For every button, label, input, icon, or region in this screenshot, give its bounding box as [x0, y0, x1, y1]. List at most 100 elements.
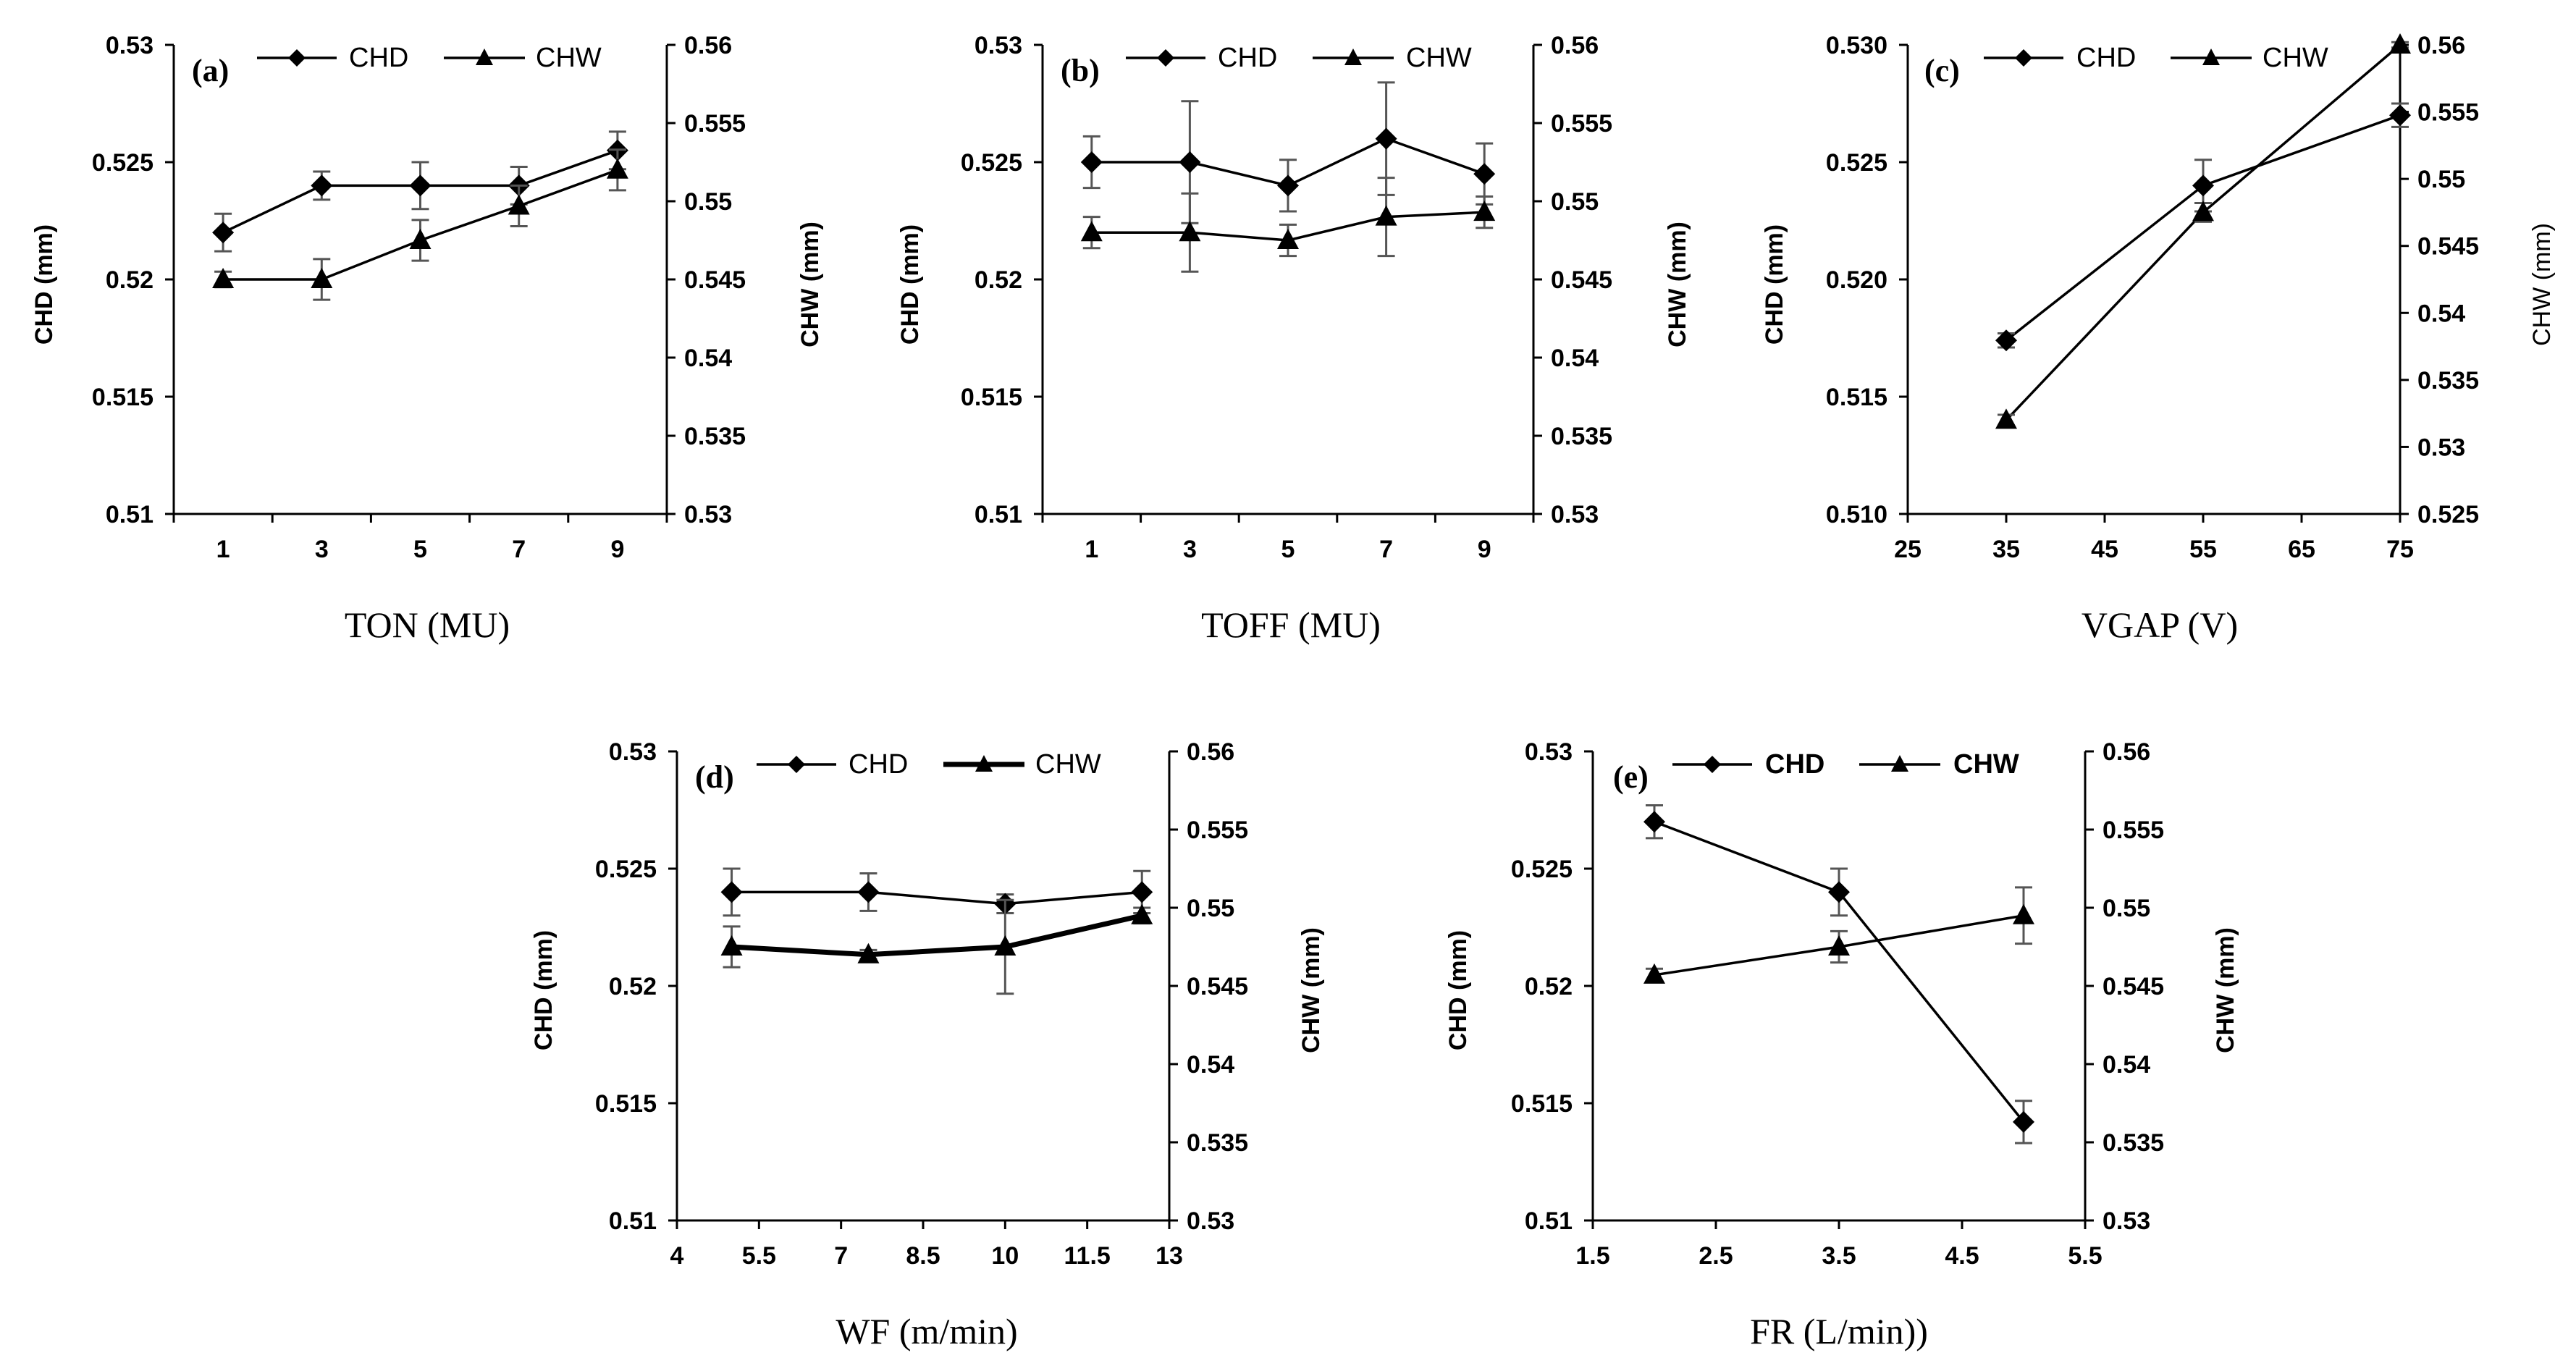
- data-point-chw: [1179, 221, 1201, 242]
- data-point-chw: [2389, 33, 2411, 54]
- data-point-chd: [1080, 151, 1103, 173]
- y-left-tick-label: 0.515: [595, 1090, 657, 1118]
- legend-label-chw: CHW: [1035, 749, 1101, 780]
- data-point-chd: [1131, 881, 1153, 903]
- y-right-tick-label: 0.55: [1551, 188, 1599, 216]
- y-left-tick-label: 0.525: [1826, 149, 1887, 177]
- y-right-tick-label: 0.54: [1551, 345, 1599, 372]
- panel-label: (e): [1613, 759, 1649, 795]
- panel-b: (b) TOFF (MU) CHD (mm) CHW (mm) CHD CHW …: [896, 32, 1691, 645]
- data-point-chd: [2013, 1110, 2034, 1133]
- data-point-chd: [2389, 104, 2411, 127]
- data-point-chd: [1643, 811, 1665, 833]
- legend-marker-chw: [1891, 755, 1908, 772]
- data-point-chw: [606, 158, 628, 179]
- panel-label: (b): [1061, 53, 1100, 88]
- y-left-tick-label: 0.52: [609, 973, 657, 1000]
- y-left-tick-label: 0.525: [1511, 856, 1573, 883]
- y-right-tick-label: 0.53: [1551, 501, 1599, 528]
- y-right-tick-label: 0.53: [2103, 1207, 2150, 1235]
- legend-marker-chd: [288, 49, 306, 67]
- x-tick-label: 1: [1085, 536, 1098, 563]
- x-tick-label: 3.5: [1822, 1242, 1856, 1270]
- y-right-tick-label: 0.545: [1551, 266, 1612, 294]
- y-axis-title-right: CHW (mm): [1297, 927, 1325, 1053]
- panel-label: (d): [695, 759, 734, 795]
- y-right-tick-label: 0.53: [2417, 434, 2465, 461]
- series-line-chw: [731, 913, 1143, 958]
- legend-marker-chw: [975, 755, 993, 772]
- y-right-tick-label: 0.555: [684, 110, 746, 138]
- y-left-tick-label: 0.51: [1525, 1207, 1573, 1235]
- y-axis-title-right: CHW (mm): [796, 222, 824, 347]
- y-left-tick-label: 0.53: [1525, 738, 1573, 766]
- series-line-chd: [2005, 114, 2401, 342]
- y-right-tick-label: 0.54: [684, 345, 732, 372]
- data-point-chw: [1375, 205, 1397, 226]
- data-point-chw: [508, 194, 530, 215]
- y-left-tick-label: 0.51: [106, 501, 153, 528]
- y-axis-title-right: CHW (mm): [2528, 223, 2556, 346]
- y-right-tick-label: 0.555: [1551, 110, 1612, 138]
- y-right-tick-label: 0.545: [2417, 233, 2479, 261]
- y-left-tick-label: 0.515: [1826, 384, 1887, 411]
- y-left-tick-label: 0.53: [106, 32, 153, 59]
- data-point-chw: [1473, 201, 1496, 222]
- y-right-tick-label: 0.525: [2417, 501, 2479, 528]
- data-point-chw: [994, 935, 1016, 956]
- y-left-tick-label: 0.510: [1826, 501, 1887, 528]
- data-point-chw: [1643, 963, 1665, 984]
- y-left-tick-label: 0.530: [1826, 32, 1887, 59]
- y-right-tick-label: 0.545: [2103, 973, 2164, 1000]
- legend-marker-chw: [1344, 48, 1362, 65]
- x-tick-label: 75: [2386, 536, 2414, 563]
- x-tick-label: 4: [670, 1242, 684, 1270]
- legend-marker-chw: [2202, 48, 2220, 65]
- y-left-tick-label: 0.52: [106, 266, 153, 294]
- y-axis-title-left: CHD (mm): [30, 224, 58, 345]
- y-right-tick-label: 0.555: [1187, 817, 1248, 844]
- y-right-tick-label: 0.55: [1187, 895, 1234, 922]
- y-left-tick-label: 0.515: [1511, 1090, 1573, 1118]
- y-left-tick-label: 0.53: [975, 32, 1022, 59]
- series-line-chw: [2005, 43, 2402, 421]
- x-tick-label: 7: [1379, 536, 1393, 563]
- y-right-tick-label: 0.535: [684, 423, 746, 450]
- data-point-chw: [311, 268, 333, 288]
- data-point-chw: [1277, 229, 1299, 249]
- y-right-tick-label: 0.56: [1551, 32, 1599, 59]
- x-axis-title: VGAP (V): [2082, 604, 2238, 645]
- x-tick-label: 5: [413, 536, 427, 563]
- data-point-chd: [720, 881, 743, 903]
- x-tick-label: 4.5: [1945, 1242, 1979, 1270]
- panel-a: (a) TON (MU) CHD (mm) CHW (mm) CHD CHW 0…: [30, 32, 824, 645]
- y-right-tick-label: 0.535: [2103, 1129, 2164, 1157]
- data-point-chw: [1828, 935, 1850, 956]
- x-tick-label: 7: [512, 536, 526, 563]
- data-point-chw: [2013, 903, 2034, 924]
- x-tick-label: 11.5: [1064, 1242, 1111, 1270]
- legend-label-chd: CHD: [1218, 43, 1277, 73]
- data-point-chd: [1473, 163, 1496, 185]
- x-tick-label: 65: [2288, 536, 2315, 563]
- y-right-tick-label: 0.535: [1187, 1129, 1248, 1157]
- x-tick-label: 13: [1156, 1242, 1183, 1270]
- legend-marker-chd: [1157, 49, 1174, 67]
- y-axis-title-right: CHW (mm): [1664, 222, 1691, 347]
- y-right-tick-label: 0.55: [2417, 166, 2465, 193]
- x-tick-label: 5: [1281, 536, 1295, 563]
- data-point-chd: [212, 222, 235, 244]
- legend-marker-chd: [2015, 49, 2032, 67]
- legend-label-chw: CHW: [2263, 43, 2328, 73]
- y-right-tick-label: 0.535: [2417, 367, 2479, 395]
- y-left-tick-label: 0.515: [92, 384, 153, 411]
- series-line-chd: [1654, 820, 2025, 1123]
- legend-marker-chd: [788, 756, 805, 773]
- x-tick-label: 9: [610, 536, 624, 563]
- y-right-tick-label: 0.56: [2103, 738, 2150, 766]
- x-tick-label: 9: [1478, 536, 1491, 563]
- x-tick-label: 55: [2189, 536, 2217, 563]
- legend-marker-chw: [476, 48, 493, 65]
- y-left-tick-label: 0.525: [92, 149, 153, 177]
- y-right-tick-label: 0.555: [2103, 817, 2164, 844]
